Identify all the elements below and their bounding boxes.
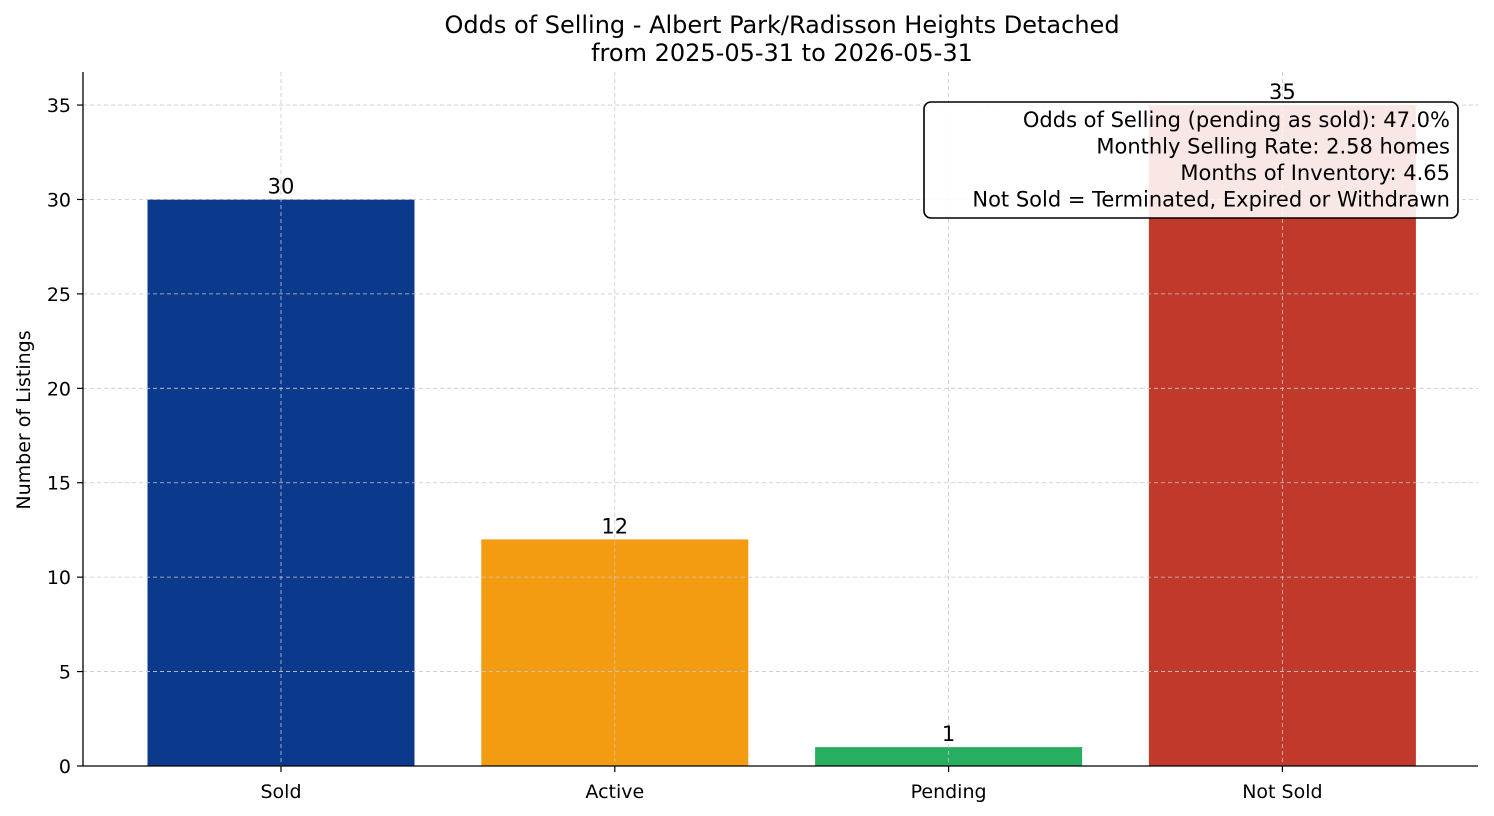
x-tick-label: Not Sold <box>1242 781 1322 803</box>
y-tick-label: 15 <box>47 473 71 495</box>
bar-value-label: 12 <box>601 514 628 538</box>
chart-title: Odds of Selling - Albert Park/Radisson H… <box>444 11 1119 39</box>
annotation-line: Months of Inventory: 4.65 <box>1180 161 1450 185</box>
y-tick-label: 20 <box>47 378 71 400</box>
y-axis-label: Number of Listings <box>13 330 35 509</box>
bar-pending <box>815 747 1083 766</box>
annotation-box: Odds of Selling (pending as sold): 47.0%… <box>923 101 1459 219</box>
y-tick-label: 10 <box>47 567 71 589</box>
bar-value-label: 30 <box>268 174 295 198</box>
labels-layer: 30 12 1 35 <box>268 80 1296 746</box>
x-tick-label: Sold <box>260 781 301 803</box>
axes-layer: 0 5 10 15 20 25 30 35 Sold Active Pending Not Sold <box>47 72 1478 803</box>
annotation-line: Odds of Selling (pending as sold): 47.0% <box>1023 108 1450 132</box>
y-tick-label: 0 <box>59 756 71 778</box>
x-tick-label: Pending <box>911 781 987 803</box>
y-tick-label: 25 <box>47 284 71 306</box>
annotation-line: Not Sold = Terminated, Expired or Withdr… <box>972 188 1450 212</box>
y-tick-label: 30 <box>47 189 71 211</box>
y-tick-label: 35 <box>47 95 71 117</box>
annotation-line: Monthly Selling Rate: 2.58 homes <box>1096 135 1450 159</box>
y-tick-label: 5 <box>59 662 71 684</box>
x-tick-label: Active <box>585 781 644 803</box>
bar-value-label: 1 <box>942 722 955 746</box>
chart-subtitle: from 2025-05-31 to 2026-05-31 <box>591 39 973 67</box>
annotation-frame <box>923 101 1459 219</box>
bar-value-label: 35 <box>1269 80 1296 104</box>
